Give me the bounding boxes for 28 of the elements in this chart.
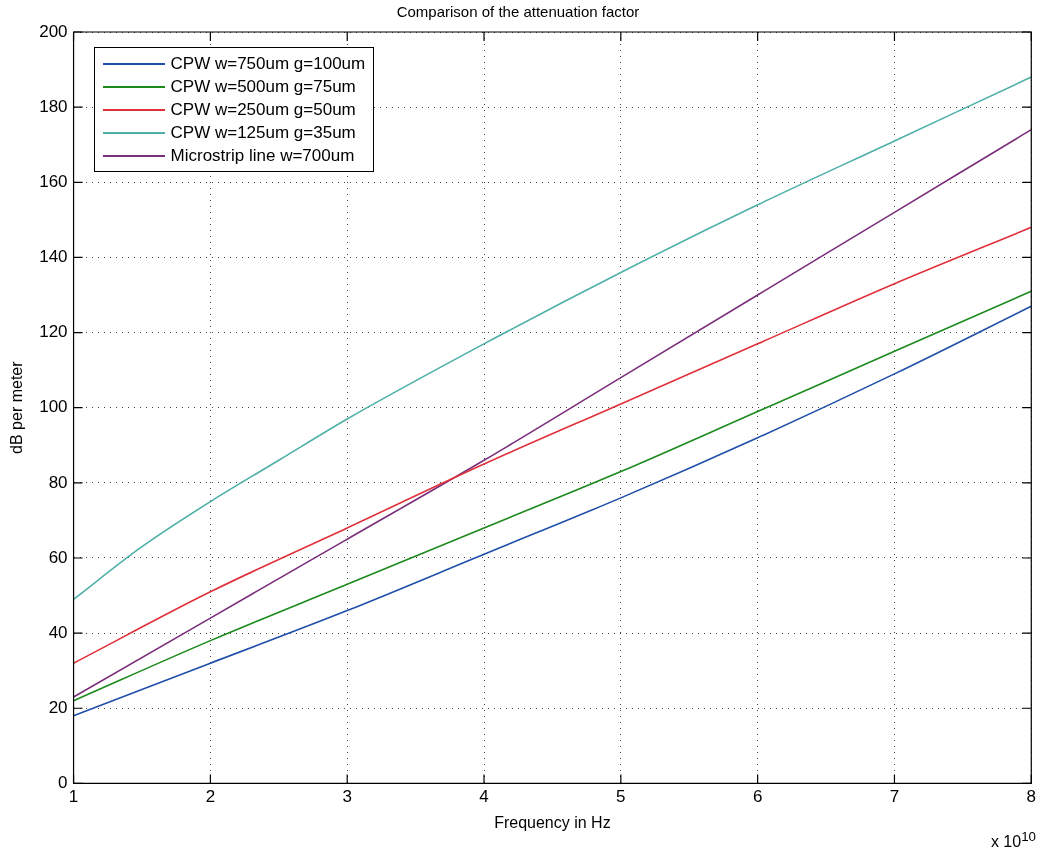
x-tick-label: 6 — [752, 787, 763, 807]
y-tick-label: 40 — [48, 622, 68, 642]
x-tick-label: 3 — [342, 787, 352, 807]
y-tick-label: 180 — [39, 96, 68, 116]
legend-label: CPW w=750um g=100um — [170, 53, 366, 74]
y-tick-label: 200 — [39, 21, 68, 41]
legend-label: Microstrip line w=700um — [170, 145, 355, 166]
x-axis-title: Frequency in Hz — [494, 813, 611, 831]
x-tick-label: 4 — [479, 787, 489, 807]
y-tick-label: 100 — [39, 397, 68, 417]
y-tick-label: 160 — [39, 171, 68, 191]
y-tick-label: 0 — [58, 773, 68, 793]
legend-label: CPW w=125um g=35um — [170, 122, 356, 143]
x-tick-label: 7 — [889, 787, 900, 807]
y-tick-label: 20 — [48, 697, 68, 717]
x-tick-label: 2 — [205, 787, 216, 807]
y-tick-label: 140 — [39, 247, 68, 267]
y-tick-label: 60 — [48, 547, 68, 567]
legend-label: CPW w=250um g=50um — [170, 99, 356, 120]
y-tick-label: 80 — [48, 472, 68, 492]
y-tick-label: 120 — [39, 322, 68, 342]
x-tick-label: 8 — [1026, 787, 1037, 807]
x-tick-label: 1 — [68, 787, 79, 807]
x-tick-label: 5 — [616, 787, 626, 807]
legend-label: CPW w=500um g=75um — [170, 76, 356, 97]
y-axis-title: dB per meter — [8, 360, 26, 454]
chart-title: Comparison of the attenuation factor — [396, 3, 640, 21]
text: x 10$^{10}$ — [990, 828, 1036, 851]
